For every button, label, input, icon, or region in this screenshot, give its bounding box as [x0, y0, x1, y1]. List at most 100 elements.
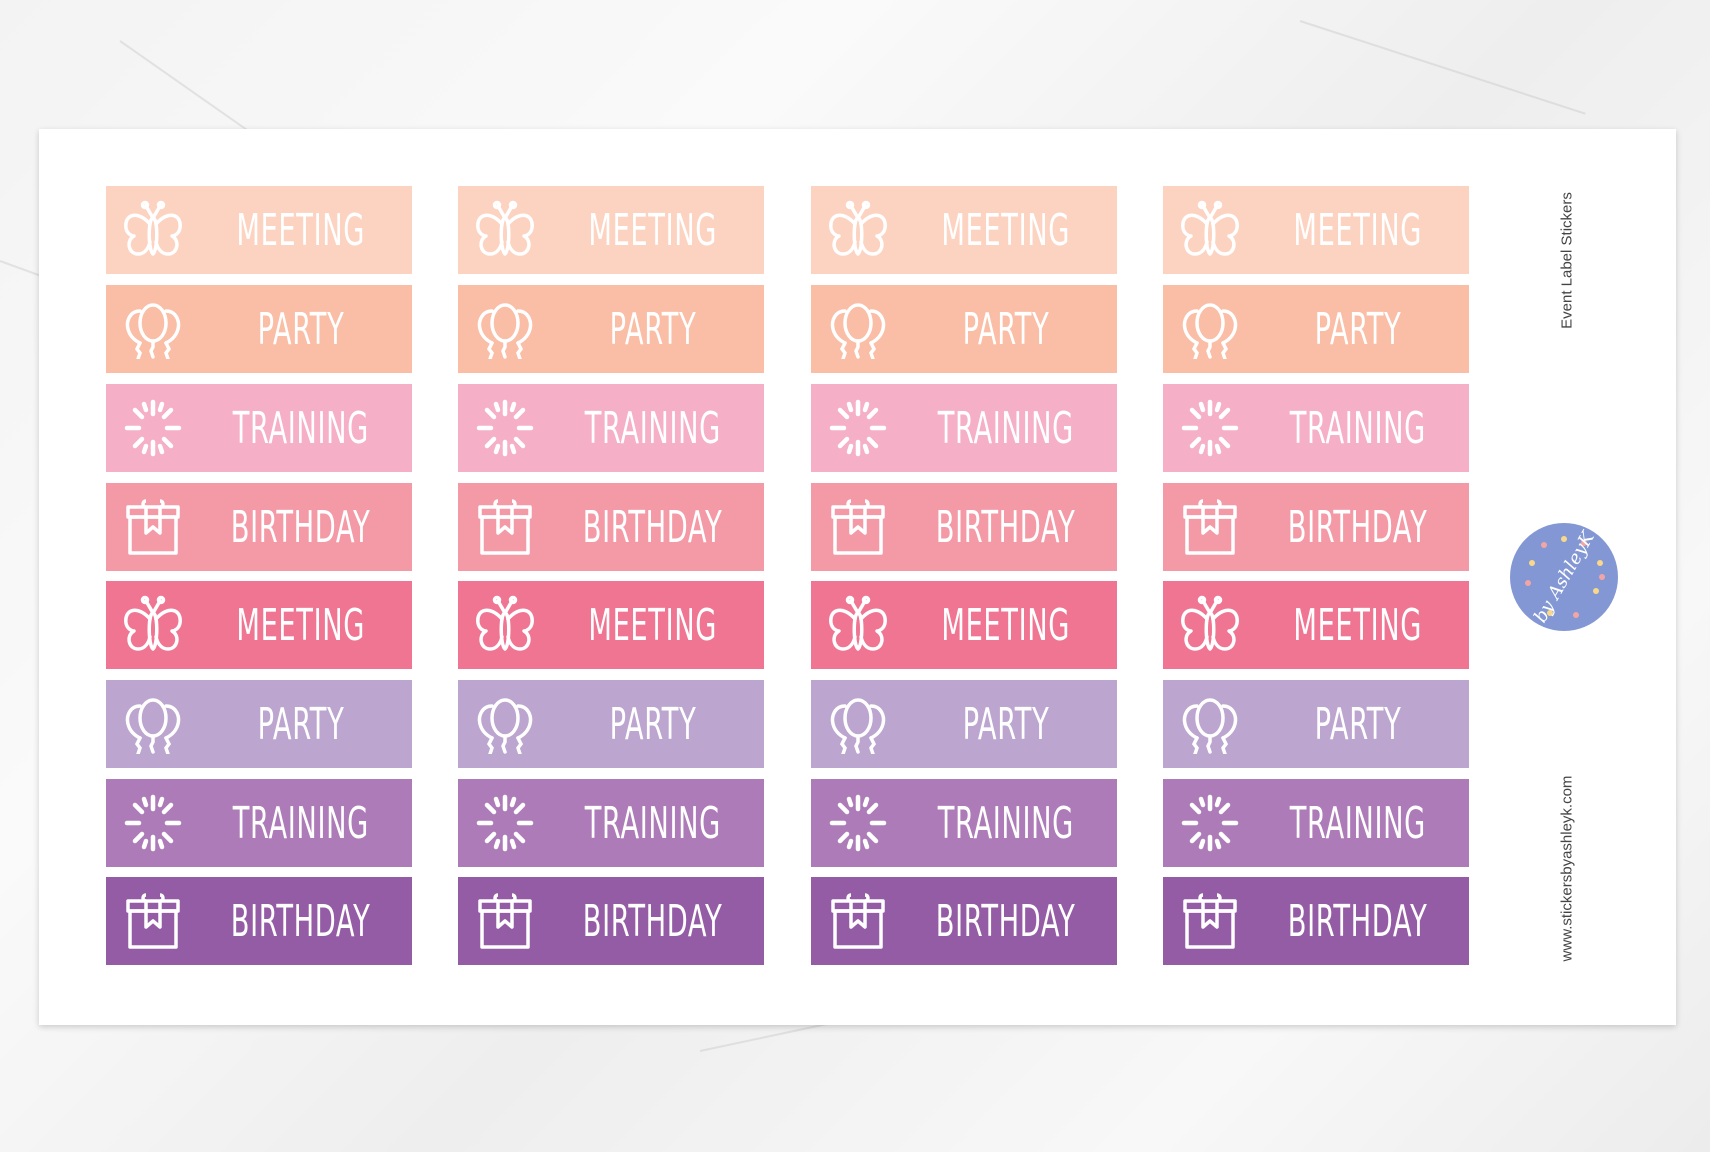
balloons-icon — [125, 698, 181, 754]
sticker-party: PARTY — [458, 680, 764, 768]
sticker-birthday: BIRTHDAY — [458, 877, 764, 965]
sticker-label: BIRTHDAY — [583, 501, 723, 553]
sticker-label-box: TRAINING — [895, 779, 1117, 867]
sticker-label: TRAINING — [584, 797, 722, 849]
gift-icon — [831, 499, 885, 555]
gift-icon — [478, 893, 532, 949]
sticker-label-box: TRAINING — [895, 384, 1117, 472]
website-url: www.stickersbyashleyk.com — [1558, 775, 1576, 962]
sticker-label-box: MEETING — [895, 186, 1117, 274]
sticker-label: PARTY — [257, 303, 345, 355]
sticker-birthday: BIRTHDAY — [1163, 877, 1469, 965]
sticker-training: TRAINING — [106, 384, 412, 472]
sticker-label: TRAINING — [937, 402, 1075, 454]
balloons-icon — [1182, 698, 1238, 754]
sticker-birthday: BIRTHDAY — [811, 877, 1117, 965]
sticker-label-box: MEETING — [1247, 186, 1469, 274]
balloons-icon — [125, 303, 181, 359]
sticker-label-box: PARTY — [542, 680, 764, 768]
sunburst-icon — [124, 794, 182, 852]
sticker-label: MEETING — [1293, 599, 1423, 651]
sunburst-icon — [476, 399, 534, 457]
sheet-title: Event Label Stickers — [1558, 192, 1576, 329]
gift-icon — [478, 499, 532, 555]
sticker-training: TRAINING — [811, 779, 1117, 867]
butterfly-icon — [829, 200, 887, 256]
sunburst-icon — [1181, 794, 1239, 852]
sticker-meeting: MEETING — [106, 186, 412, 274]
sticker-label-box: PARTY — [542, 285, 764, 373]
sunburst-icon — [829, 794, 887, 852]
butterfly-icon — [476, 200, 534, 256]
brand-logo: by AshleyK — [1510, 523, 1618, 631]
gift-icon — [1183, 499, 1237, 555]
butterfly-icon — [124, 200, 182, 256]
sticker-party: PARTY — [106, 285, 412, 373]
sticker-label: MEETING — [941, 599, 1071, 651]
sticker-party: PARTY — [106, 680, 412, 768]
sticker-label-box: MEETING — [542, 581, 764, 669]
sticker-meeting: MEETING — [811, 581, 1117, 669]
sticker-label-box: TRAINING — [542, 779, 764, 867]
sticker-birthday: BIRTHDAY — [1163, 483, 1469, 571]
sticker-birthday: BIRTHDAY — [106, 483, 412, 571]
sticker-label: BIRTHDAY — [231, 895, 371, 947]
sticker-label: TRAINING — [1289, 402, 1427, 454]
sticker-label: MEETING — [1293, 204, 1423, 256]
sticker-training: TRAINING — [458, 779, 764, 867]
butterfly-icon — [1181, 200, 1239, 256]
sticker-label: BIRTHDAY — [1288, 895, 1428, 947]
sticker-label: MEETING — [236, 599, 366, 651]
sticker-meeting: MEETING — [1163, 186, 1469, 274]
sticker-training: TRAINING — [811, 384, 1117, 472]
sticker-label-box: BIRTHDAY — [1247, 483, 1469, 571]
sticker-label-box: BIRTHDAY — [895, 877, 1117, 965]
sticker-label-box: MEETING — [190, 186, 412, 274]
sticker-label: TRAINING — [584, 402, 722, 454]
sticker-meeting: MEETING — [1163, 581, 1469, 669]
sticker-label-box: PARTY — [1247, 285, 1469, 373]
sticker-training: TRAINING — [458, 384, 764, 472]
sticker-party: PARTY — [1163, 285, 1469, 373]
butterfly-icon — [476, 595, 534, 651]
sunburst-icon — [476, 794, 534, 852]
sticker-label-box: BIRTHDAY — [190, 483, 412, 571]
sticker-label-box: PARTY — [190, 285, 412, 373]
sticker-label-box: BIRTHDAY — [542, 483, 764, 571]
sticker-party: PARTY — [811, 285, 1117, 373]
gift-icon — [126, 499, 180, 555]
sticker-label-box: PARTY — [895, 680, 1117, 768]
butterfly-icon — [1181, 595, 1239, 651]
sticker-meeting: MEETING — [106, 581, 412, 669]
butterfly-icon — [124, 595, 182, 651]
sticker-label: BIRTHDAY — [936, 895, 1076, 947]
sticker-party: PARTY — [811, 680, 1117, 768]
sticker-label-box: MEETING — [542, 186, 764, 274]
sticker-label-box: TRAINING — [542, 384, 764, 472]
logo-hearts-icon: by AshleyK — [1525, 527, 1605, 626]
sticker-meeting: MEETING — [458, 186, 764, 274]
sticker-label-box: BIRTHDAY — [1247, 877, 1469, 965]
gift-icon — [126, 893, 180, 949]
sticker-birthday: BIRTHDAY — [106, 877, 412, 965]
butterfly-icon — [829, 595, 887, 651]
sticker-meeting: MEETING — [458, 581, 764, 669]
sticker-label-box: PARTY — [1247, 680, 1469, 768]
sticker-label-box: BIRTHDAY — [190, 877, 412, 965]
sticker-sheet — [39, 129, 1676, 1025]
sticker-label-box: MEETING — [1247, 581, 1469, 669]
sticker-label: PARTY — [609, 303, 697, 355]
sticker-label: BIRTHDAY — [583, 895, 723, 947]
sticker-label: BIRTHDAY — [936, 501, 1076, 553]
balloons-icon — [1182, 303, 1238, 359]
sticker-label-box: MEETING — [895, 581, 1117, 669]
gift-icon — [1183, 893, 1237, 949]
sticker-label: PARTY — [257, 698, 345, 750]
sticker-label: TRAINING — [937, 797, 1075, 849]
sticker-label-box: TRAINING — [190, 384, 412, 472]
sticker-label: TRAINING — [232, 797, 370, 849]
sunburst-icon — [124, 399, 182, 457]
sticker-party: PARTY — [1163, 680, 1469, 768]
balloons-icon — [477, 303, 533, 359]
sticker-label-box: BIRTHDAY — [895, 483, 1117, 571]
